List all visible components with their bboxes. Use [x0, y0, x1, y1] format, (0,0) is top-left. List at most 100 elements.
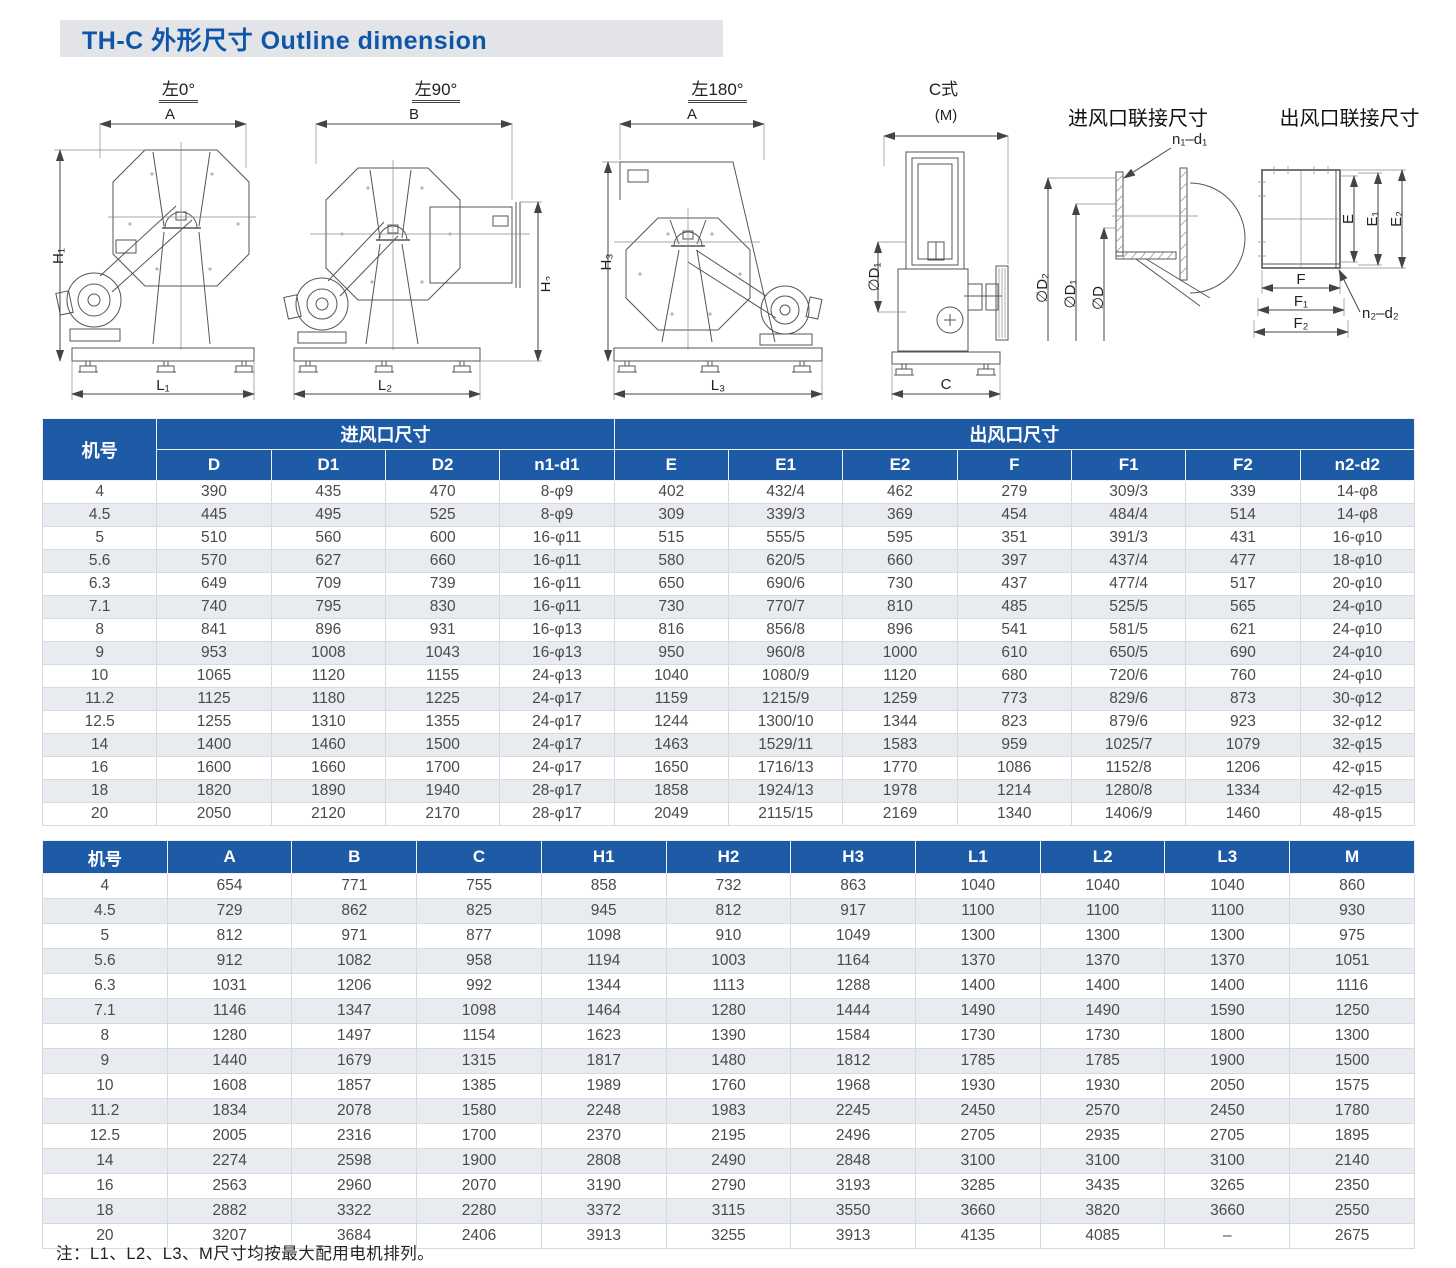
- table-cell: 1255: [156, 710, 272, 734]
- table-cell: 812: [665, 898, 792, 924]
- dim-label: A: [687, 106, 697, 123]
- table-cell: 930: [1289, 898, 1415, 924]
- table-cell: 2280: [416, 1198, 542, 1224]
- table-cell: 1895: [1289, 1123, 1415, 1149]
- table-cell: 2406: [416, 1223, 542, 1249]
- fan-drawing-left-90: 左90° B: [280, 80, 550, 404]
- table-cell: 732: [665, 873, 792, 899]
- table-row: 10 1608 1857 1385 1989 1760 1968 1930 1930 2050 15…: [42, 1073, 1415, 1099]
- table-cell: 8-φ9: [499, 503, 615, 527]
- table-cell: 720/6: [1070, 664, 1187, 688]
- table-cell: 825: [416, 898, 542, 924]
- table-cell: 2049: [613, 802, 729, 826]
- table-cell: 32-φ15: [1299, 733, 1416, 757]
- table-cell: 16: [41, 756, 158, 780]
- column-header: H3: [790, 840, 917, 874]
- table-cell: 2050: [156, 802, 272, 826]
- table-cell: 1040: [613, 664, 729, 688]
- dim-label: (M): [935, 107, 958, 124]
- table-row: 20 3207 3684 2406 3913 3255 3913 4135 4085–2675: [42, 1223, 1415, 1249]
- table-cell: 1051: [1289, 948, 1415, 974]
- table-cell: 1700: [384, 756, 501, 780]
- table-cell: 660: [384, 549, 501, 573]
- column-header: n2-d2: [1299, 449, 1416, 481]
- table-cell: 2960: [291, 1173, 418, 1199]
- dim-label: F₁: [1294, 293, 1308, 310]
- table-cell: 1930: [915, 1073, 1041, 1099]
- column-header: n1-d1: [499, 449, 615, 481]
- table-cell: 2450: [1164, 1098, 1291, 1124]
- dim-label: H₁: [50, 248, 67, 264]
- table-cell: 1344: [540, 973, 667, 999]
- column-header: L1: [915, 840, 1041, 874]
- table-cell: 351: [956, 526, 1072, 550]
- table-cell: 1280: [166, 1023, 293, 1049]
- figure-title: 左90°: [280, 80, 550, 104]
- column-header: H2: [665, 840, 792, 874]
- table-cell: 2705: [915, 1123, 1041, 1149]
- table-cell: 3255: [665, 1223, 792, 1249]
- table-cell: 20-φ10: [1299, 572, 1416, 596]
- table-cell: 1406/9: [1070, 802, 1187, 826]
- table-cell: 600: [384, 526, 501, 550]
- table-row: 5.6 570 627 660 16-φ11 580 620/5 660 397 437/4 477…: [41, 549, 1416, 573]
- table-cell: 4.5: [41, 503, 158, 527]
- table2-header: 机号 A B C H1 H2 H3 L1 L2 L3 M: [42, 840, 1415, 874]
- fan-drawing-c-type: C式 (M) ∅D₁ C: [866, 80, 1021, 404]
- table-cell: 1244: [613, 710, 729, 734]
- table-cell: 2570: [1039, 1098, 1166, 1124]
- table-cell: 514: [1185, 503, 1301, 527]
- table-cell: 16-φ11: [499, 549, 615, 573]
- table-cell: 541: [956, 618, 1072, 642]
- table-cell: 1679: [291, 1048, 418, 1074]
- table-row: 12.5 1255 1310 1355 24-φ17 1244 1300/10 1344 823…: [41, 710, 1416, 734]
- table-cell: 858: [540, 873, 667, 899]
- table-cell: 917: [790, 898, 917, 924]
- table-cell: 390: [156, 480, 272, 504]
- table-cell: 1444: [790, 998, 917, 1024]
- table-cell: 1125: [156, 687, 272, 711]
- table-cell: 2490: [665, 1148, 792, 1174]
- table-cell: 860: [1289, 873, 1415, 899]
- table-cell: 1080/9: [727, 664, 844, 688]
- table-cell: 910: [665, 923, 792, 949]
- table-cell: 24-φ10: [1299, 595, 1416, 619]
- table-cell: 896: [842, 618, 958, 642]
- column-header: H1: [540, 840, 667, 874]
- table-row: 20 2050 2120 2170 28-φ17 2049 2115/15 2169 1340 1…: [41, 802, 1416, 826]
- table-cell: 1300: [915, 923, 1041, 949]
- table-cell: 431: [1185, 526, 1301, 550]
- dim-label: B: [409, 106, 419, 123]
- table-cell: 560: [270, 526, 386, 550]
- table-cell: 1225: [384, 687, 501, 711]
- table-cell: 24-φ17: [499, 756, 615, 780]
- foot: [617, 360, 812, 373]
- table-row: 14 2274 2598 1900 2808 2490 2848 3100 3100 3100 21…: [42, 1148, 1415, 1174]
- table-cell: 2882: [166, 1198, 293, 1224]
- table-cell: 1043: [384, 641, 501, 665]
- table-cell: 1031: [166, 973, 293, 999]
- table-cell: 3372: [540, 1198, 667, 1224]
- table-cell: 8-φ9: [499, 480, 615, 504]
- table-cell: 555/5: [727, 526, 844, 550]
- table-cell: 2169: [842, 802, 958, 826]
- table-row: 12.5 2005 2316 1700 2370 2195 2496 2705 2935 2705…: [42, 1123, 1415, 1149]
- table-cell: 30-φ12: [1299, 687, 1416, 711]
- table-cell: 1300/10: [727, 710, 844, 734]
- table-cell: 432/4: [727, 480, 844, 504]
- table-cell: 6.3: [42, 973, 168, 999]
- table-cell: 1154: [416, 1023, 542, 1049]
- dim-label: C: [941, 376, 952, 393]
- table-cell: 1940: [384, 779, 501, 803]
- table-cell: 1116: [1289, 973, 1415, 999]
- column-header-machine: 机号: [41, 418, 158, 481]
- dim-label: ∅D₁: [1062, 280, 1079, 309]
- table-cell: 1340: [956, 802, 1072, 826]
- table-row: 14 1400 1460 1500 24-φ17 1463 1529/11 1583 959 10…: [41, 733, 1416, 757]
- table-cell: 2705: [1164, 1123, 1291, 1149]
- table-cell: 649: [156, 572, 272, 596]
- table-cell: 1700: [416, 1123, 542, 1149]
- table-cell: 1857: [291, 1073, 418, 1099]
- table-cell: 1989: [540, 1073, 667, 1099]
- table-cell: 28-φ17: [499, 802, 615, 826]
